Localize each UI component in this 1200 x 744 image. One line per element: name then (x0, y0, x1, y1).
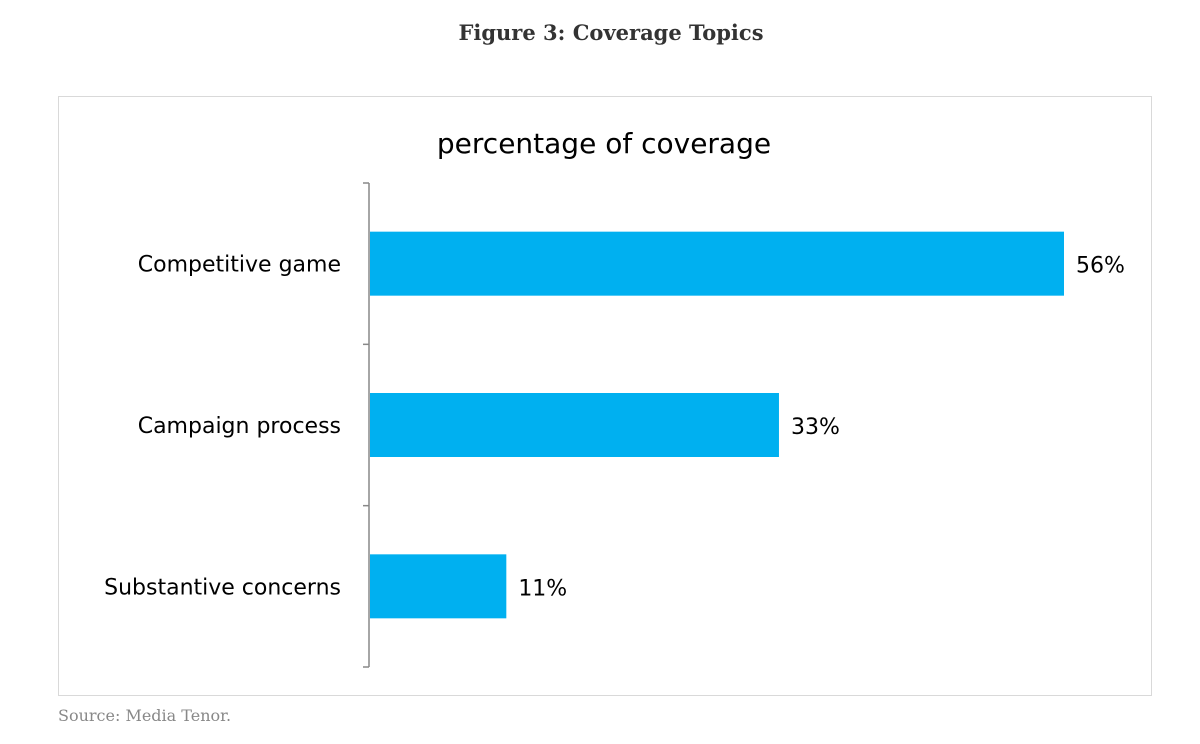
value-label: 33% (791, 415, 840, 440)
category-label: Competitive game (138, 253, 341, 278)
value-label: 11% (518, 576, 567, 601)
chart-frame: percentage of coverage Competitive game C… (58, 96, 1152, 696)
category-label: Substantive concerns (104, 575, 341, 600)
bar-chart: percentage of coverage Competitive gameC… (104, 127, 1125, 668)
bar (370, 393, 779, 457)
chart-title: percentage of coverage (437, 127, 771, 160)
bar (370, 231, 1064, 296)
bar (370, 554, 507, 619)
category-label: Campaign process (138, 414, 341, 439)
category-labels: Competitive game Campaign process Substant… (104, 253, 341, 601)
bars (370, 231, 1064, 619)
figure-title: Figure 3: Coverage Topics (458, 20, 764, 45)
source-note: Source: Media Tenor. (58, 706, 232, 725)
category-axis (363, 182, 370, 668)
value-label: 56% (1076, 254, 1125, 279)
value-labels: 56% 33% 11% (518, 254, 1125, 602)
